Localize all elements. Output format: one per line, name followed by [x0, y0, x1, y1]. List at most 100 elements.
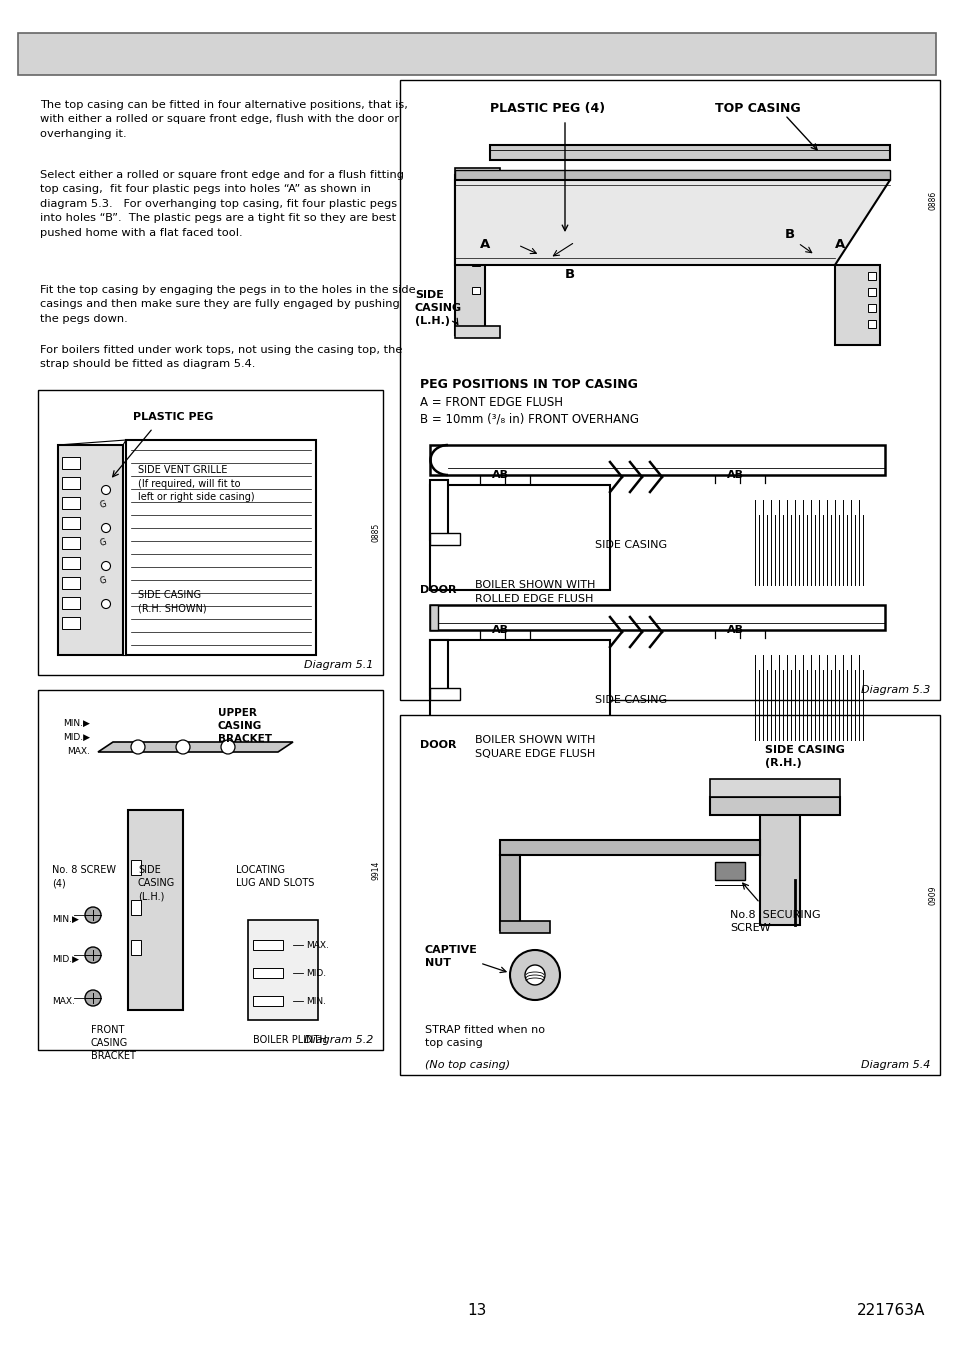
- Text: BOILER SHOWN WITH
ROLLED EDGE FLUSH: BOILER SHOWN WITH ROLLED EDGE FLUSH: [475, 580, 595, 604]
- Bar: [131, 940, 141, 955]
- Bar: [430, 640, 609, 740]
- Bar: [499, 855, 519, 929]
- Circle shape: [524, 965, 544, 985]
- Text: PLASTIC PEG: PLASTIC PEG: [132, 412, 213, 422]
- Bar: [472, 203, 479, 209]
- Text: DOOR: DOOR: [419, 740, 456, 750]
- Circle shape: [101, 562, 111, 570]
- Bar: [714, 862, 744, 880]
- Circle shape: [101, 600, 111, 608]
- Circle shape: [101, 523, 111, 532]
- Bar: [867, 272, 875, 280]
- Text: G: G: [98, 576, 107, 586]
- Circle shape: [131, 740, 145, 754]
- Circle shape: [85, 990, 101, 1006]
- Circle shape: [221, 740, 234, 754]
- Polygon shape: [58, 444, 123, 655]
- Text: Diagram 5.1: Diagram 5.1: [303, 661, 373, 670]
- Text: 13: 13: [467, 1302, 486, 1319]
- Bar: [455, 326, 499, 338]
- Bar: [472, 231, 479, 238]
- Text: SIDE
CASING
(L.H.): SIDE CASING (L.H.): [138, 865, 175, 901]
- Bar: [867, 304, 875, 312]
- Text: MAX.: MAX.: [52, 997, 74, 1006]
- Text: B: B: [784, 228, 794, 242]
- Text: MAX.: MAX.: [306, 940, 329, 950]
- Text: The top casing can be fitted in four alternative positions, that is,
with either: The top casing can be fitted in four alt…: [40, 100, 408, 139]
- Bar: [253, 940, 283, 950]
- Circle shape: [85, 907, 101, 923]
- Polygon shape: [455, 170, 889, 180]
- Bar: [455, 176, 484, 335]
- Text: PLASTIC PEG (4): PLASTIC PEG (4): [490, 101, 604, 115]
- Bar: [253, 996, 283, 1006]
- Text: SIDE VENT GRILLE
(If required, will fit to
left or right side casing): SIDE VENT GRILLE (If required, will fit …: [138, 465, 254, 503]
- Text: MID.: MID.: [306, 969, 326, 978]
- Bar: [472, 259, 479, 266]
- Bar: [62, 536, 80, 549]
- Text: BOILER PLINTH: BOILER PLINTH: [253, 1035, 327, 1046]
- Polygon shape: [98, 742, 293, 753]
- Bar: [867, 288, 875, 296]
- Text: STRAP fitted when no
top casing: STRAP fitted when no top casing: [424, 1025, 544, 1048]
- Text: MID.▶: MID.▶: [52, 955, 79, 963]
- Bar: [18, 32, 935, 76]
- Circle shape: [85, 947, 101, 963]
- Bar: [430, 688, 459, 700]
- Bar: [253, 969, 283, 978]
- Text: UPPER
CASING
BRACKET: UPPER CASING BRACKET: [218, 708, 272, 744]
- Polygon shape: [455, 180, 889, 265]
- Text: AB: AB: [491, 626, 508, 635]
- Text: LOCATING
LUG AND SLOTS: LOCATING LUG AND SLOTS: [235, 865, 314, 888]
- Text: Diagram 5.3: Diagram 5.3: [860, 685, 929, 694]
- Text: Select either a rolled or square front edge and for a flush fitting
top casing, : Select either a rolled or square front e…: [40, 170, 403, 238]
- Bar: [131, 861, 141, 875]
- Polygon shape: [499, 840, 760, 855]
- Text: A = FRONT EDGE FLUSH: A = FRONT EDGE FLUSH: [419, 396, 562, 409]
- Text: SIDE CASING
(R.H.): SIDE CASING (R.H.): [764, 744, 844, 769]
- Text: SIDE CASING: SIDE CASING: [595, 540, 666, 550]
- Bar: [430, 605, 884, 630]
- Bar: [709, 780, 840, 797]
- Text: MID.▶: MID.▶: [63, 732, 90, 742]
- Text: AB: AB: [726, 470, 742, 480]
- Bar: [499, 921, 550, 934]
- Bar: [760, 780, 800, 925]
- Bar: [62, 457, 80, 469]
- Text: G: G: [98, 500, 107, 511]
- Polygon shape: [490, 145, 889, 159]
- Bar: [430, 605, 437, 630]
- Text: 0885: 0885: [371, 523, 380, 542]
- Bar: [131, 900, 141, 915]
- Bar: [38, 390, 382, 676]
- Text: 0909: 0909: [927, 885, 937, 905]
- Text: (No top casing): (No top casing): [424, 1061, 510, 1070]
- Text: MIN.▶: MIN.▶: [63, 719, 90, 727]
- Bar: [62, 497, 80, 509]
- Text: MIN.: MIN.: [306, 997, 326, 1005]
- Text: 0886: 0886: [927, 190, 937, 209]
- Text: SIDE CASING: SIDE CASING: [595, 694, 666, 705]
- Text: MAX.: MAX.: [67, 747, 90, 757]
- Text: AB: AB: [726, 626, 742, 635]
- Bar: [472, 286, 479, 295]
- Text: TOP CASING: TOP CASING: [714, 101, 800, 115]
- Text: A: A: [479, 239, 490, 251]
- Text: B = 10mm (³/₈ in) FRONT OVERHANG: B = 10mm (³/₈ in) FRONT OVERHANG: [419, 413, 639, 426]
- Bar: [62, 577, 80, 589]
- Circle shape: [510, 950, 559, 1000]
- Text: DOOR: DOOR: [419, 585, 456, 594]
- Bar: [709, 797, 840, 815]
- Bar: [62, 617, 80, 630]
- Circle shape: [175, 740, 190, 754]
- Bar: [62, 517, 80, 530]
- Text: Diagram 5.4: Diagram 5.4: [860, 1061, 929, 1070]
- Text: MIN.▶: MIN.▶: [52, 915, 79, 924]
- Text: SIDE CASING
(R.H. SHOWN): SIDE CASING (R.H. SHOWN): [138, 590, 207, 613]
- Bar: [62, 557, 80, 569]
- Text: G: G: [98, 538, 107, 549]
- Bar: [430, 534, 459, 544]
- Text: Diagram 5.2: Diagram 5.2: [303, 1035, 373, 1046]
- Text: PEG POSITIONS IN TOP CASING: PEG POSITIONS IN TOP CASING: [419, 378, 638, 390]
- Text: BOILER SHOWN WITH
SQUARE EDGE FLUSH: BOILER SHOWN WITH SQUARE EDGE FLUSH: [475, 735, 595, 759]
